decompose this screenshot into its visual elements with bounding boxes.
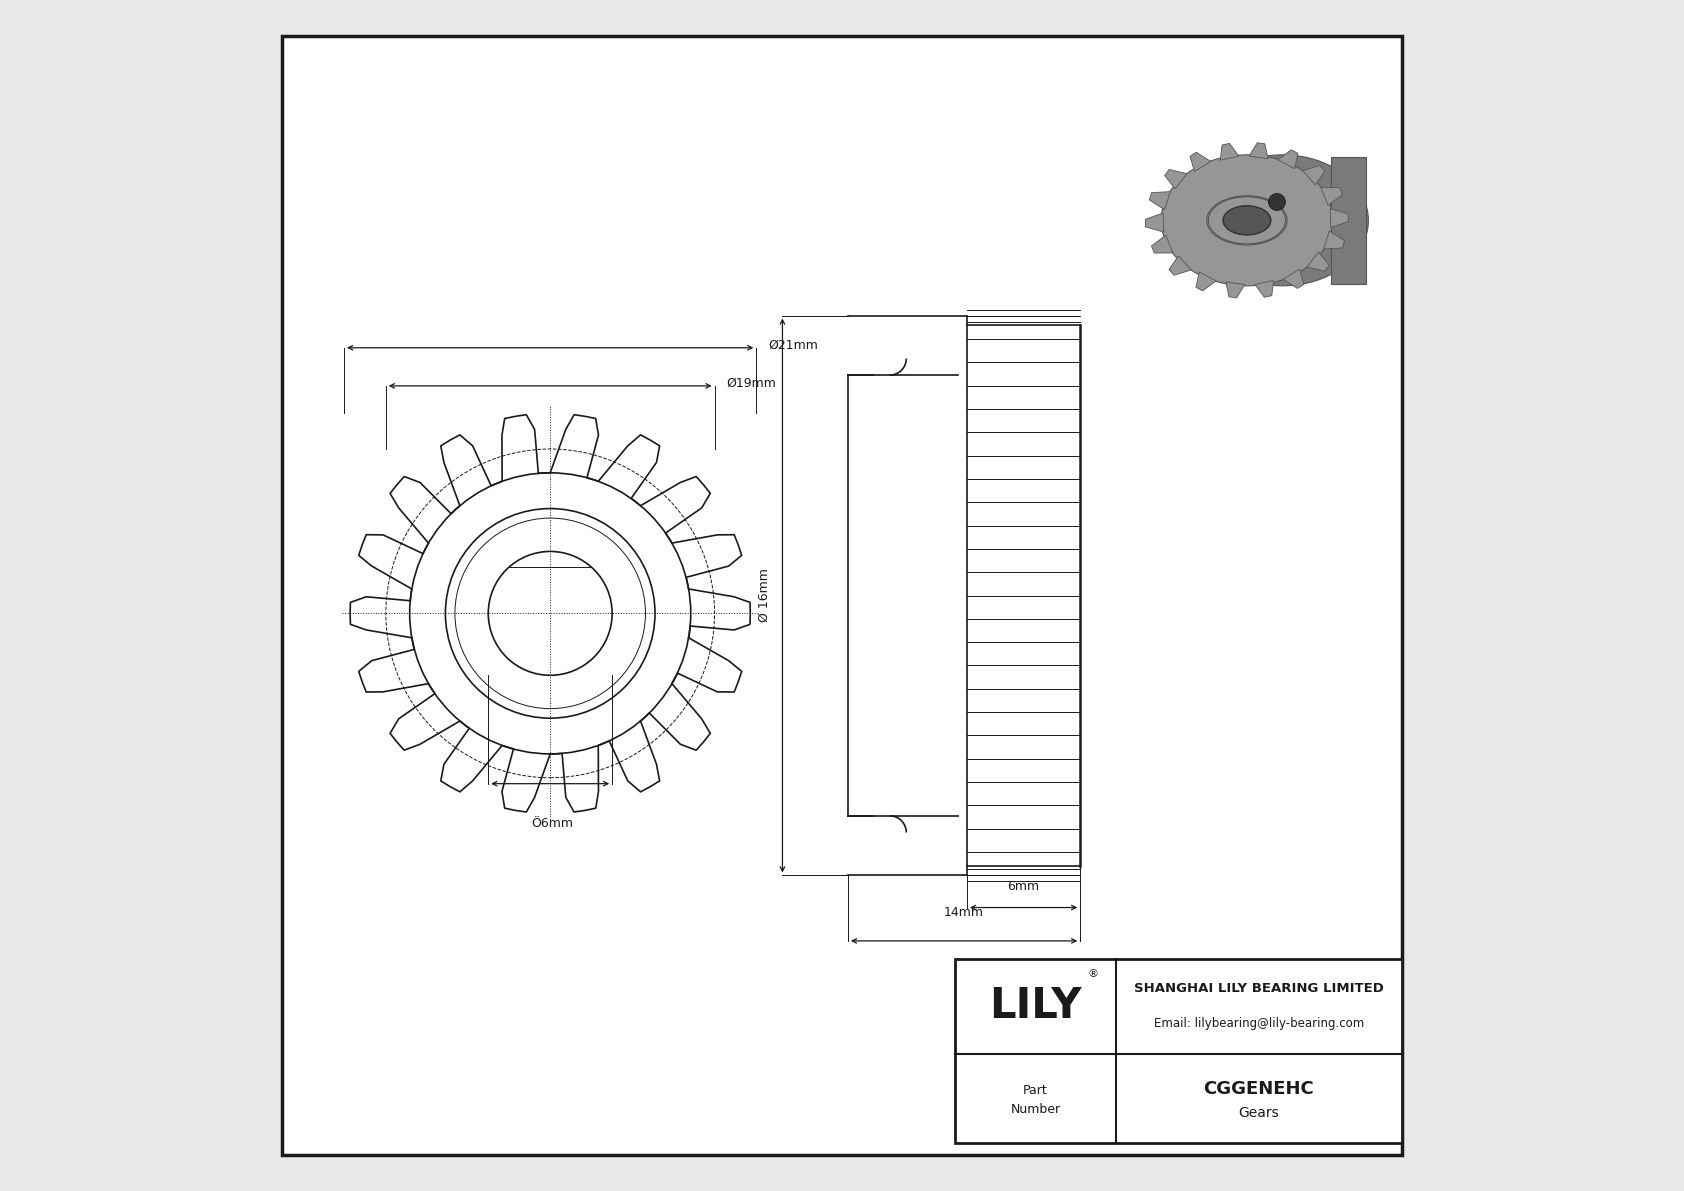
Text: 6mm: 6mm [1007,880,1039,893]
Polygon shape [1191,152,1211,172]
Text: CGGENEHC: CGGENEHC [1204,1080,1314,1098]
Polygon shape [1165,169,1187,188]
Text: ®: ® [1088,969,1098,979]
Text: Email: lilybearing@lily-bearing.com: Email: lilybearing@lily-bearing.com [1154,1017,1364,1029]
Polygon shape [1169,256,1191,275]
Polygon shape [1324,231,1344,249]
Polygon shape [1196,272,1216,291]
Circle shape [1268,194,1285,211]
Text: 14mm: 14mm [945,906,983,919]
Polygon shape [1250,143,1268,158]
Text: Ø21mm: Ø21mm [768,339,818,351]
Bar [955,959,1401,1143]
Text: Gears: Gears [1238,1106,1280,1120]
Ellipse shape [1223,206,1271,235]
Ellipse shape [1223,206,1270,235]
Circle shape [1268,194,1285,211]
Polygon shape [1145,213,1164,232]
Ellipse shape [1197,155,1369,286]
Polygon shape [1307,252,1329,272]
Polygon shape [1278,150,1298,169]
Ellipse shape [1164,156,1330,285]
Polygon shape [1320,188,1342,205]
Polygon shape [1148,192,1170,210]
Text: Number: Number [1010,1103,1061,1116]
Polygon shape [1283,269,1303,288]
Bar [955,959,1401,1143]
Polygon shape [1330,157,1366,283]
Polygon shape [1255,281,1273,298]
Polygon shape [1152,236,1174,252]
Text: Ø 16mm: Ø 16mm [758,568,771,623]
Text: LILY: LILY [989,985,1081,1028]
Text: Part: Part [1024,1084,1047,1097]
Ellipse shape [1162,155,1332,286]
Bar [849,316,1079,875]
Text: Ø19mm: Ø19mm [726,378,776,389]
Text: SHANGHAI LILY BEARING LIMITED: SHANGHAI LILY BEARING LIMITED [1133,983,1384,994]
Polygon shape [1330,208,1349,227]
Polygon shape [1221,143,1239,160]
Polygon shape [1226,282,1244,298]
Text: Ö6mm: Ö6mm [532,817,574,830]
Polygon shape [1303,166,1325,185]
